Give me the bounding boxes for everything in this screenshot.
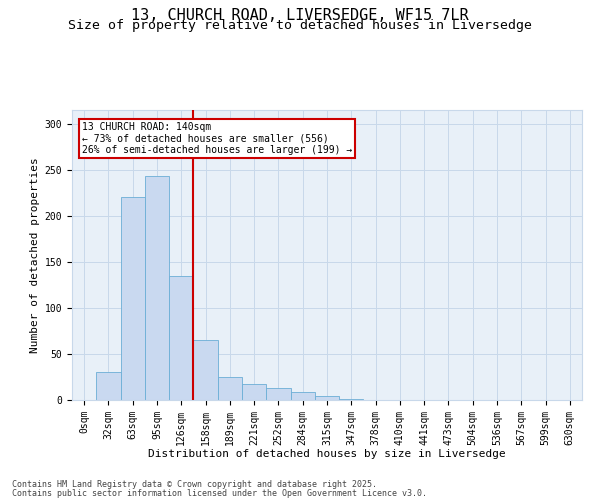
Bar [145, 176, 169, 400]
Bar [315, 396, 339, 400]
Text: Contains HM Land Registry data © Crown copyright and database right 2025.: Contains HM Land Registry data © Crown c… [12, 480, 377, 489]
Bar [193, 340, 218, 400]
Bar [121, 198, 145, 400]
Bar [242, 384, 266, 400]
Bar [266, 388, 290, 400]
Y-axis label: Number of detached properties: Number of detached properties [31, 157, 40, 353]
Bar [218, 377, 242, 400]
X-axis label: Distribution of detached houses by size in Liversedge: Distribution of detached houses by size … [148, 449, 506, 459]
Bar [339, 399, 364, 400]
Text: 13, CHURCH ROAD, LIVERSEDGE, WF15 7LR: 13, CHURCH ROAD, LIVERSEDGE, WF15 7LR [131, 8, 469, 22]
Bar [169, 276, 193, 400]
Text: Contains public sector information licensed under the Open Government Licence v3: Contains public sector information licen… [12, 488, 427, 498]
Bar [290, 392, 315, 400]
Text: 13 CHURCH ROAD: 140sqm
← 73% of detached houses are smaller (556)
26% of semi-de: 13 CHURCH ROAD: 140sqm ← 73% of detached… [82, 122, 352, 155]
Text: Size of property relative to detached houses in Liversedge: Size of property relative to detached ho… [68, 19, 532, 32]
Bar [96, 372, 121, 400]
